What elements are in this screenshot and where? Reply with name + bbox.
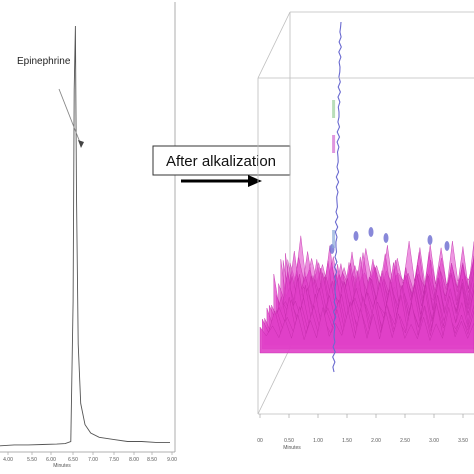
right-x-tick-label: 2.00: [371, 438, 381, 444]
3d-box-back: [257, 11, 474, 415]
peak-annotation-arrow: [58, 88, 82, 146]
waterfall-slice: [259, 307, 474, 354]
left-x-tick-label: 8.00: [129, 457, 139, 463]
left-x-unit-label: Minutes: [53, 463, 71, 469]
left-x-tick-label: 6.50: [68, 457, 78, 463]
3d-box-front: [257, 77, 474, 415]
right-x-tick-label: 1.00: [313, 438, 323, 444]
peak-tip: [444, 241, 450, 251]
peak-tip: [383, 233, 389, 243]
right-x-tick-label: 0.50: [284, 438, 294, 444]
left-x-tick-label: 5.50: [27, 457, 37, 463]
left-x-ticks: 4.00 5.50 6.00 6.50 7.00 7.50 8.00 8.50 9.00: [3, 452, 177, 463]
left-trace-line: [0, 25, 170, 447]
peak-tip: [427, 235, 433, 245]
left-x-tick-label: 7.00: [88, 457, 98, 463]
callout: After alkalization: [152, 145, 291, 187]
tall-peak-spike: [332, 21, 342, 373]
right-3d-plot: 00 0.50 1.00 1.50 2.00 2.50 3.00 3.50 Minutes: [257, 11, 474, 451]
right-x-tick-label: 3.00: [429, 438, 439, 444]
right-x-ticks: 00 0.50 1.00 1.50 2.00 2.50 3.00 3.50: [257, 414, 468, 444]
right-x-tick-label: 2.50: [400, 438, 410, 444]
right-x-tick-label: 3.50: [458, 438, 468, 444]
callout-text: After alkalization: [166, 153, 276, 170]
right-x-tick-label: 1.50: [342, 438, 352, 444]
left-x-tick-label: 8.50: [147, 457, 157, 463]
left-x-tick-label: 7.50: [109, 457, 119, 463]
callout-arrowhead: [248, 175, 262, 187]
spike-color-band: [332, 135, 336, 153]
waterfall-surface: [259, 100, 474, 354]
peak-annotation-label: Epinephrine: [17, 56, 71, 67]
spike-color-band: [332, 230, 336, 248]
left-x-tick-label: 6.00: [46, 457, 56, 463]
left-x-tick-label: 4.00: [3, 457, 13, 463]
right-x-tick-label: 00: [257, 438, 263, 444]
spike-color-band: [332, 100, 336, 118]
left-chromatogram: 4.00 5.50 6.00 6.50 7.00 7.50 8.00 8.50 9.00 Min…: [0, 2, 177, 469]
peak-annotation-arrowhead: [78, 140, 84, 148]
left-x-tick-label: 9.00: [167, 457, 177, 463]
peak-tip: [353, 231, 359, 241]
callout-box: [152, 145, 291, 176]
right-x-unit-label: Minutes: [283, 445, 301, 451]
peak-tip: [368, 227, 374, 237]
